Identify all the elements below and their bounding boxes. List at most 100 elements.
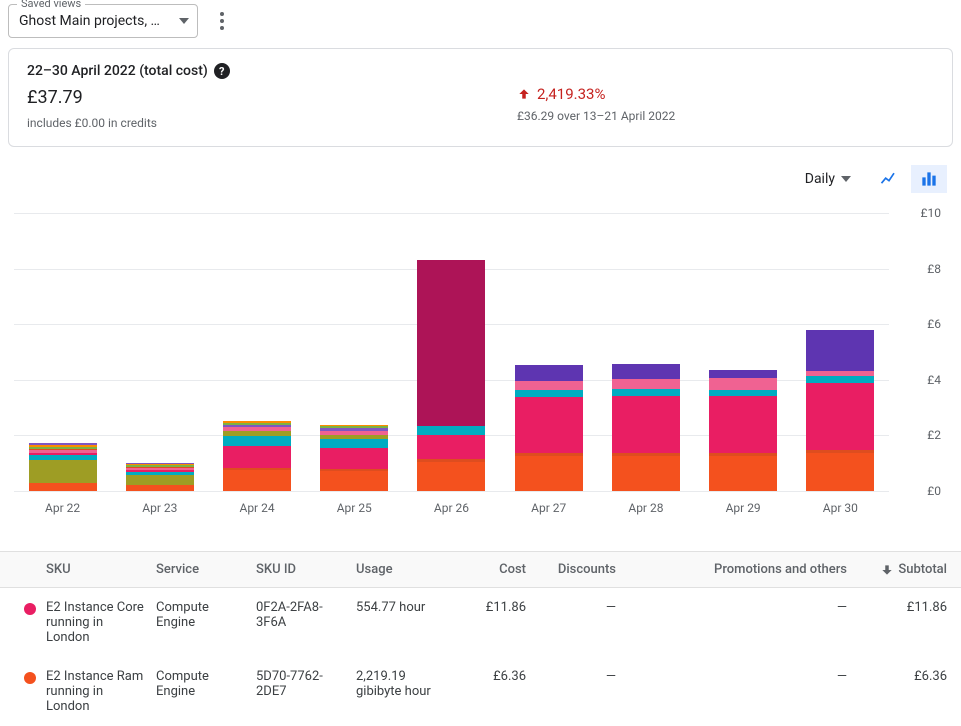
arrow-down-icon bbox=[880, 563, 894, 577]
th-sku[interactable]: SKU bbox=[46, 562, 156, 577]
chart-segment bbox=[417, 462, 485, 491]
th-discounts[interactable]: Discounts bbox=[536, 562, 626, 577]
chart-segment bbox=[709, 396, 777, 453]
th-promotions[interactable]: Promotions and others bbox=[626, 562, 857, 577]
sku-table: SKU Service SKU ID Usage Cost Discounts … bbox=[0, 551, 961, 726]
chart-segment bbox=[612, 396, 680, 453]
cell-usage: 554.77 hour bbox=[356, 600, 456, 615]
th-subtotal[interactable]: Subtotal bbox=[857, 562, 947, 577]
frequency-label: Daily bbox=[805, 171, 835, 187]
more-options-button[interactable] bbox=[210, 9, 234, 33]
table-header: SKU Service SKU ID Usage Cost Discounts … bbox=[0, 551, 961, 588]
bar-chart-icon bbox=[919, 169, 939, 189]
summary-title: 22–30 April 2022 (total cost) bbox=[27, 63, 208, 79]
line-chart-icon bbox=[879, 169, 899, 189]
y-axis-label: £10 bbox=[897, 206, 947, 220]
cell-skuid: 5D70-7762-2DE7 bbox=[256, 669, 356, 699]
line-chart-toggle[interactable] bbox=[871, 165, 907, 193]
x-axis-label: Apr 30 bbox=[792, 501, 889, 515]
summary-delta-sub: £36.29 over 13–21 April 2022 bbox=[517, 109, 675, 123]
y-axis-label: £6 bbox=[897, 317, 947, 331]
cell-discounts: — bbox=[536, 669, 626, 684]
x-axis-label: Apr 29 bbox=[695, 501, 792, 515]
cell-skuid: 0F2A-2FA8-3F6A bbox=[256, 600, 356, 630]
x-axis-label: Apr 28 bbox=[597, 501, 694, 515]
cost-chart: £0£2£4£6£8£10 Apr 22Apr 23Apr 24Apr 25Ap… bbox=[14, 205, 947, 515]
cell-discounts: — bbox=[536, 600, 626, 615]
chart-segment bbox=[515, 381, 583, 391]
chart-segment bbox=[320, 471, 388, 491]
chart-segment bbox=[515, 456, 583, 491]
chart-segment bbox=[709, 456, 777, 491]
chart-bar[interactable] bbox=[709, 370, 777, 491]
chart-segment bbox=[126, 485, 194, 491]
chart-segment bbox=[709, 370, 777, 378]
x-axis-label: Apr 26 bbox=[403, 501, 500, 515]
chart-segment bbox=[515, 390, 583, 397]
chart-bar[interactable] bbox=[612, 364, 680, 491]
chart-segment bbox=[806, 453, 874, 491]
gridline bbox=[14, 491, 889, 492]
x-axis-label: Apr 22 bbox=[14, 501, 111, 515]
th-service[interactable]: Service bbox=[156, 562, 256, 577]
x-axis-label: Apr 27 bbox=[500, 501, 597, 515]
chart-segment bbox=[29, 483, 97, 491]
saved-views-legend: Saved views bbox=[17, 0, 85, 10]
x-axis-label: Apr 24 bbox=[208, 501, 305, 515]
chevron-down-icon bbox=[841, 176, 851, 182]
chart-bar[interactable] bbox=[126, 463, 194, 491]
chart-segment bbox=[612, 389, 680, 396]
chart-bar[interactable] bbox=[806, 330, 874, 491]
th-usage[interactable]: Usage bbox=[356, 562, 456, 577]
cell-sku: E2 Instance Ram running in London bbox=[46, 669, 156, 714]
cell-usage: 2,219.19 gibibyte hour bbox=[356, 669, 456, 699]
chart-bar[interactable] bbox=[417, 260, 485, 491]
chart-segment bbox=[806, 376, 874, 384]
summary-credits: includes £0.00 in credits bbox=[27, 116, 517, 130]
cell-promotions: — bbox=[626, 669, 857, 684]
chart-segment bbox=[417, 260, 485, 425]
chart-segment bbox=[29, 460, 97, 482]
th-cost[interactable]: Cost bbox=[456, 562, 536, 577]
series-color-dot bbox=[24, 603, 36, 615]
chart-bar[interactable] bbox=[515, 365, 583, 491]
x-axis-label: Apr 25 bbox=[306, 501, 403, 515]
table-row[interactable]: E2 Instance Ram running in LondonCompute… bbox=[0, 657, 961, 726]
chart-segment bbox=[223, 446, 291, 468]
summary-delta-pct: 2,419.33% bbox=[537, 85, 605, 103]
chart-segment bbox=[709, 378, 777, 390]
bar-chart-toggle[interactable] bbox=[911, 165, 947, 193]
chart-segment bbox=[612, 379, 680, 389]
series-color-dot bbox=[24, 672, 36, 684]
chart-segment bbox=[806, 330, 874, 370]
chart-bar[interactable] bbox=[320, 425, 388, 491]
chart-segment bbox=[223, 436, 291, 447]
help-icon[interactable]: ? bbox=[214, 63, 230, 79]
cell-subtotal: £6.36 bbox=[857, 669, 947, 684]
cell-service: Compute Engine bbox=[156, 669, 256, 699]
chart-segment bbox=[320, 448, 388, 469]
cell-promotions: — bbox=[626, 600, 857, 615]
y-axis-label: £8 bbox=[897, 262, 947, 276]
cell-cost: £6.36 bbox=[456, 669, 536, 684]
chart-segment bbox=[515, 397, 583, 453]
chart-segment bbox=[320, 439, 388, 448]
chart-segment bbox=[223, 470, 291, 491]
x-axis-label: Apr 23 bbox=[111, 501, 208, 515]
cost-summary-card: 22–30 April 2022 (total cost) ? £37.79 i… bbox=[8, 48, 953, 147]
chart-segment bbox=[417, 426, 485, 436]
chart-bar[interactable] bbox=[29, 443, 97, 491]
table-row[interactable]: E2 Instance Core running in LondonComput… bbox=[0, 588, 961, 657]
y-axis-label: £4 bbox=[897, 373, 947, 387]
cell-cost: £11.86 bbox=[456, 600, 536, 615]
cell-sku: E2 Instance Core running in London bbox=[46, 600, 156, 645]
frequency-dropdown[interactable]: Daily bbox=[805, 171, 851, 187]
th-skuid[interactable]: SKU ID bbox=[256, 562, 356, 577]
saved-views-dropdown[interactable]: Saved views Ghost Main projects, Grou… bbox=[8, 4, 198, 38]
chart-segment bbox=[612, 364, 680, 379]
arrow-up-icon bbox=[517, 87, 531, 101]
chevron-down-icon bbox=[179, 18, 189, 24]
chart-bar[interactable] bbox=[223, 421, 291, 491]
cell-subtotal: £11.86 bbox=[857, 600, 947, 615]
chart-segment bbox=[126, 475, 194, 485]
